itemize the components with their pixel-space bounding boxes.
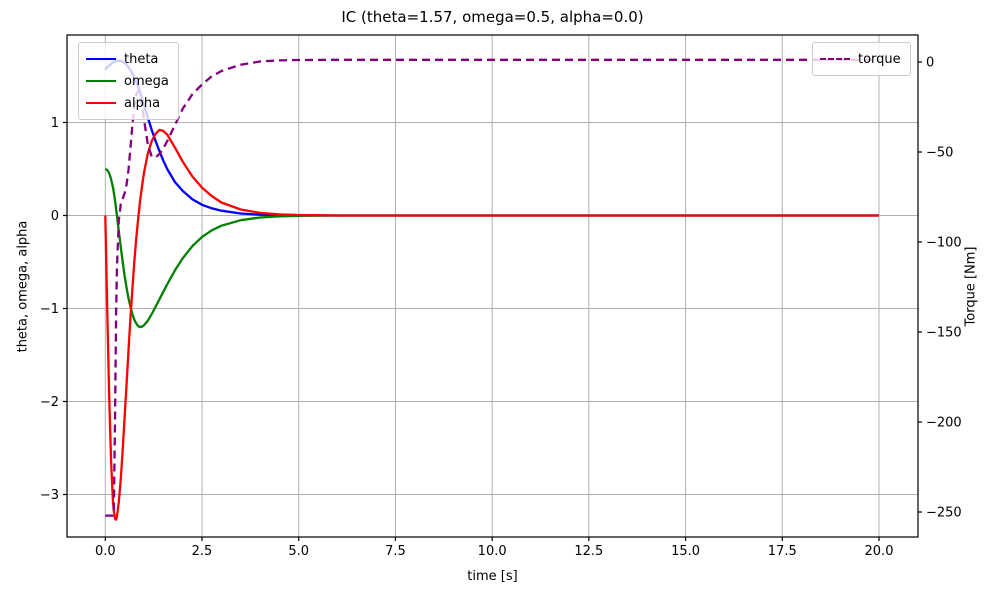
- svg-text:7.5: 7.5: [385, 544, 406, 559]
- series-curves: [104, 58, 879, 521]
- legend-left: theta omega alpha: [78, 42, 179, 120]
- chart-title: IC (theta=1.57, omega=0.5, alpha=0.0): [341, 8, 644, 26]
- svg-text:−50: −50: [926, 146, 953, 161]
- svg-text:15.0: 15.0: [671, 544, 700, 559]
- svg-text:20.0: 20.0: [865, 544, 894, 559]
- x-axis-label: time [s]: [467, 569, 518, 584]
- theta-line-sample: [86, 58, 116, 60]
- y-axis-right-label: Torque [Nm]: [963, 246, 979, 327]
- tick-marks: [63, 61, 922, 541]
- torque-line: [105, 58, 879, 517]
- svg-text:10.0: 10.0: [478, 544, 507, 559]
- svg-text:5.0: 5.0: [288, 544, 309, 559]
- svg-text:−250: −250: [926, 506, 962, 521]
- svg-text:1: 1: [51, 116, 59, 131]
- omega-line-sample: [86, 80, 116, 82]
- legend-entry-alpha: alpha: [86, 92, 169, 114]
- legend-label-omega: omega: [124, 73, 169, 89]
- legend-entry-theta: theta: [86, 48, 169, 70]
- grid-lines: [67, 35, 918, 537]
- legend-entry-torque: torque: [820, 48, 901, 70]
- legend-right: torque: [812, 42, 911, 76]
- legend-label-alpha: alpha: [124, 95, 161, 111]
- svg-text:−150: −150: [926, 326, 962, 341]
- svg-text:12.5: 12.5: [574, 544, 603, 559]
- svg-text:2.5: 2.5: [192, 544, 213, 559]
- svg-text:17.5: 17.5: [768, 544, 797, 559]
- svg-text:−200: −200: [926, 416, 962, 431]
- svg-text:0.0: 0.0: [95, 544, 116, 559]
- alpha-line: [104, 128, 879, 521]
- legend-label-theta: theta: [124, 51, 159, 67]
- alpha-line-sample: [86, 102, 116, 104]
- svg-text:−100: −100: [926, 236, 962, 251]
- tick-labels: 0.0 2.5 5.0 7.5 10.0 12.5 15.0 17.5 20.0 1 0 −1 −2 −3…: [40, 56, 962, 560]
- svg-text:0: 0: [926, 56, 934, 71]
- svg-text:−1: −1: [40, 302, 59, 317]
- y-axis-left-label: theta, omega, alpha: [15, 220, 31, 353]
- legend-entry-omega: omega: [86, 70, 169, 92]
- svg-text:−2: −2: [40, 395, 59, 410]
- torque-line-sample: [820, 58, 850, 60]
- svg-text:−3: −3: [40, 488, 59, 503]
- svg-text:0: 0: [51, 209, 59, 224]
- legend-label-torque: torque: [858, 51, 901, 67]
